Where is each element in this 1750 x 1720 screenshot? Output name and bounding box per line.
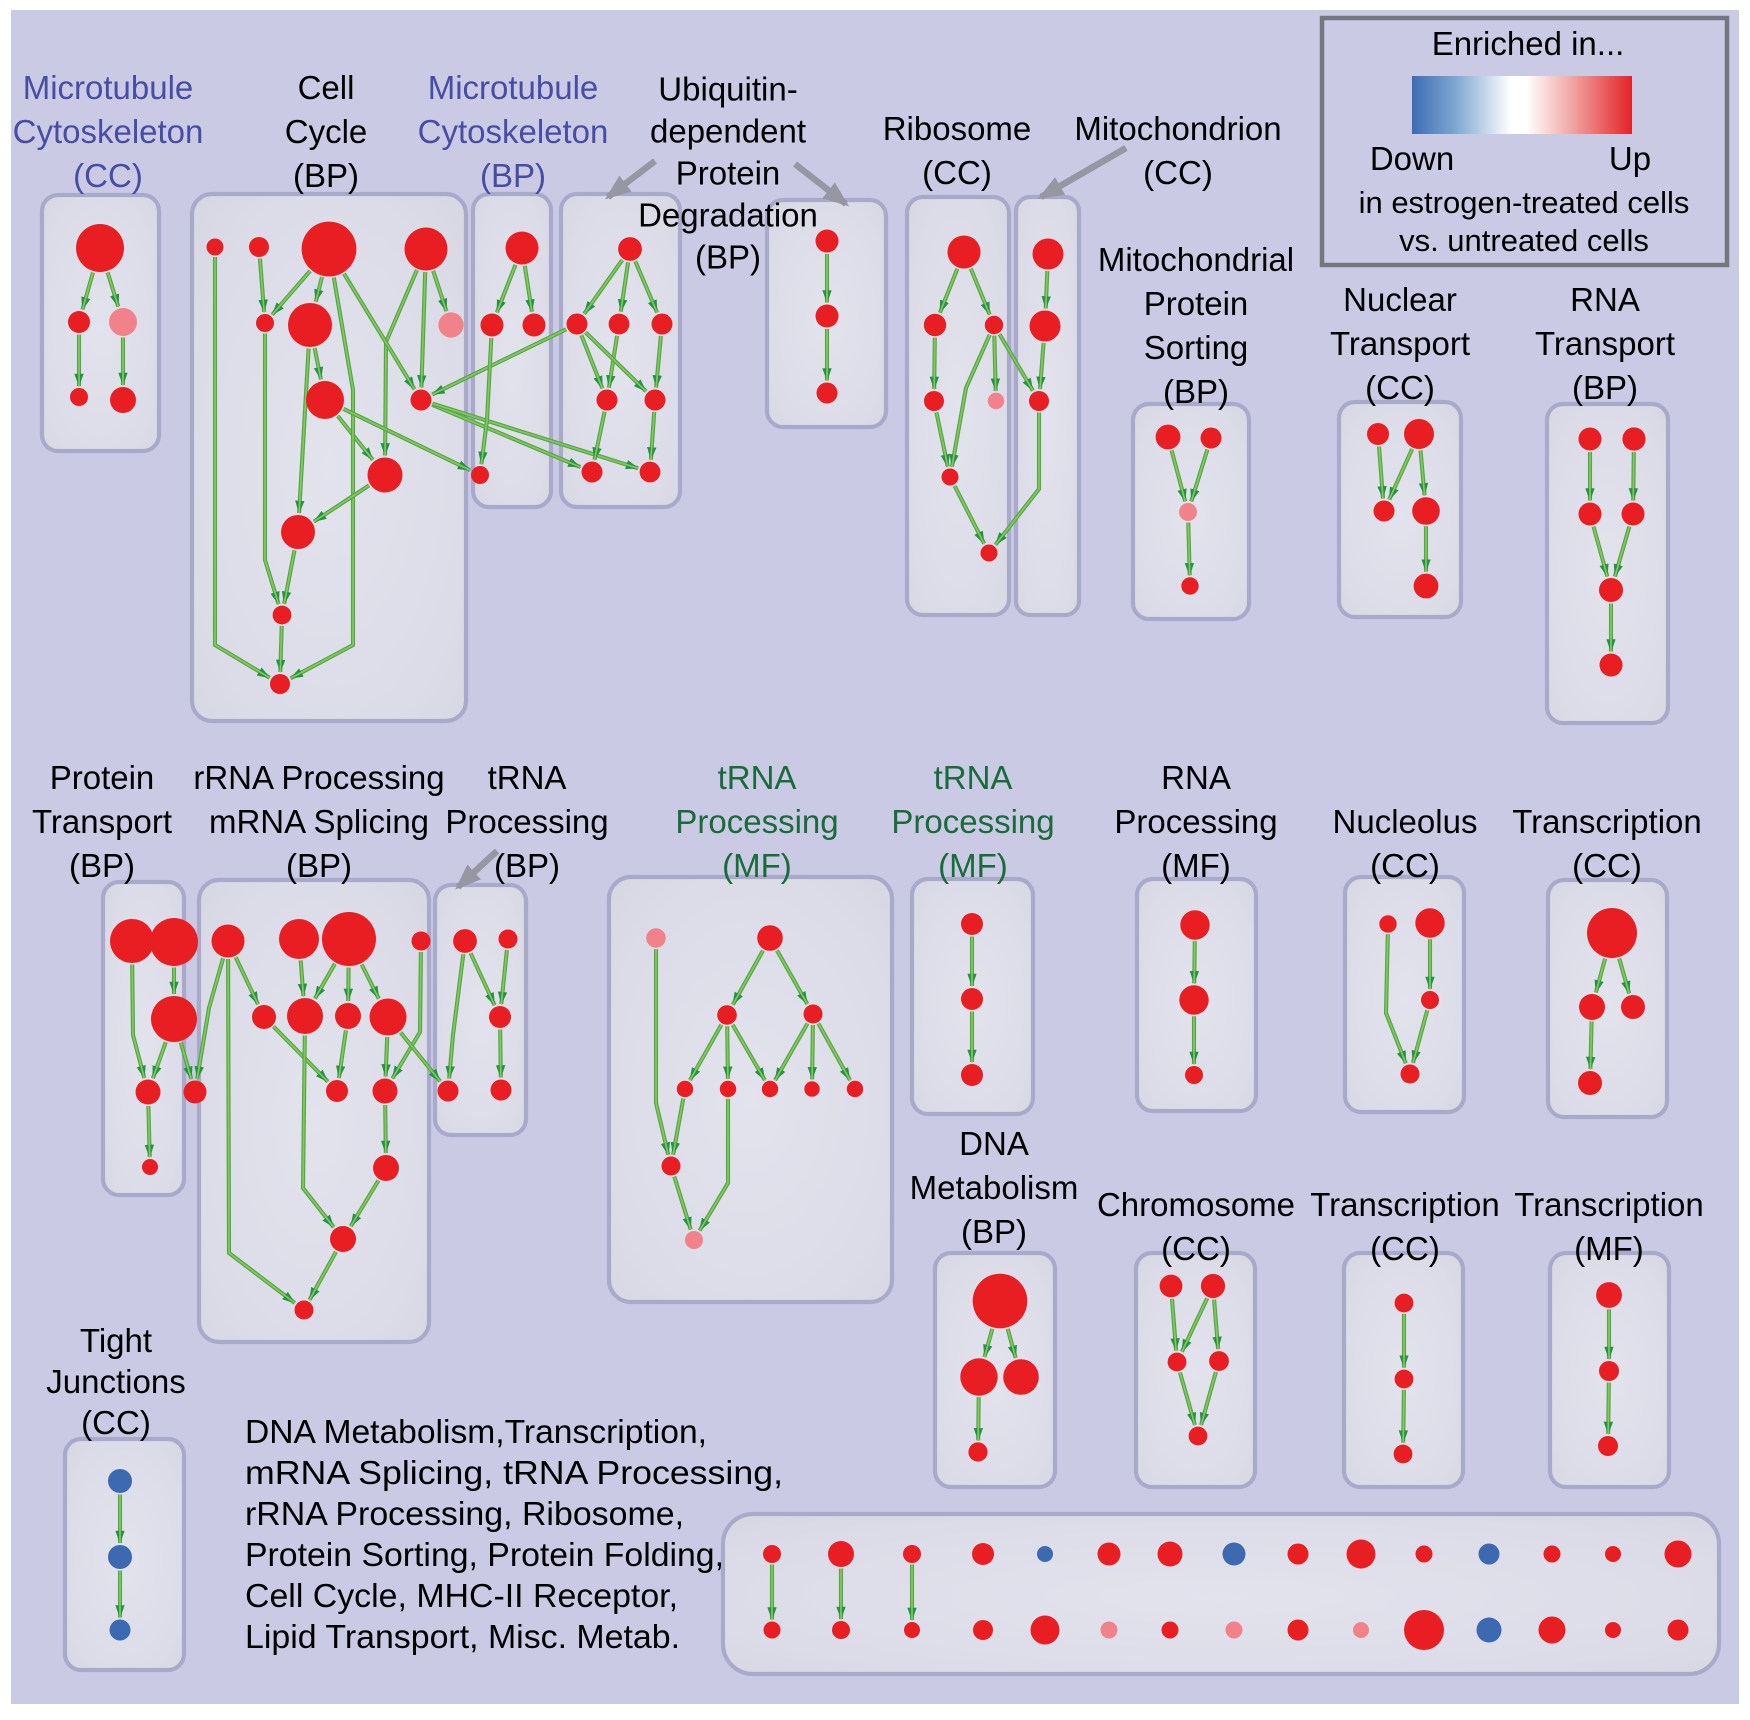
svg-text:Processing: Processing — [891, 803, 1054, 840]
svg-text:(BP): (BP) — [1163, 373, 1229, 410]
svg-text:Protein: Protein — [1144, 285, 1249, 322]
svg-text:(CC): (CC) — [81, 1404, 151, 1441]
svg-text:Transcription: Transcription — [1514, 1186, 1704, 1223]
svg-text:rRNA Processing, Ribosome,: rRNA Processing, Ribosome, — [245, 1495, 684, 1532]
svg-text:(CC): (CC) — [1370, 847, 1440, 884]
svg-text:Processing: Processing — [1114, 803, 1277, 840]
svg-text:Nuclear: Nuclear — [1343, 281, 1457, 318]
svg-text:(BP): (BP) — [695, 239, 761, 276]
svg-text:(CC): (CC) — [73, 157, 143, 194]
svg-text:Up: Up — [1609, 140, 1651, 177]
svg-text:(BP): (BP) — [286, 847, 352, 884]
svg-text:(BP): (BP) — [293, 157, 359, 194]
svg-text:Transport: Transport — [1535, 325, 1675, 362]
svg-text:Transport: Transport — [1330, 325, 1470, 362]
svg-text:Cytoskeleton: Cytoskeleton — [418, 113, 609, 150]
svg-text:tRNA: tRNA — [934, 759, 1013, 796]
svg-text:Microtubule: Microtubule — [23, 69, 194, 106]
svg-text:mRNA Splicing, tRNA Processing: mRNA Splicing, tRNA Processing, — [245, 1454, 783, 1491]
svg-text:Mitochondrial: Mitochondrial — [1098, 241, 1294, 278]
svg-text:dependent: dependent — [650, 113, 806, 150]
svg-text:Degradation: Degradation — [638, 197, 818, 234]
svg-text:rRNA Processing: rRNA Processing — [193, 759, 444, 796]
svg-text:(BP): (BP) — [1572, 369, 1638, 406]
svg-text:(BP): (BP) — [494, 847, 560, 884]
svg-text:(BP): (BP) — [961, 1213, 1027, 1250]
svg-text:in estrogen-treated cells: in estrogen-treated cells — [1359, 185, 1690, 220]
svg-text:(MF): (MF) — [1574, 1230, 1644, 1267]
svg-text:Down: Down — [1370, 140, 1454, 177]
svg-text:RNA: RNA — [1161, 759, 1231, 796]
svg-text:Ribosome: Ribosome — [883, 110, 1032, 147]
svg-text:Chromosome: Chromosome — [1097, 1186, 1295, 1223]
svg-text:(CC): (CC) — [922, 154, 992, 191]
svg-text:Protein: Protein — [50, 759, 155, 796]
svg-text:mRNA Splicing: mRNA Splicing — [209, 803, 429, 840]
svg-text:(CC): (CC) — [1143, 154, 1213, 191]
svg-text:Transcription: Transcription — [1512, 803, 1702, 840]
svg-text:DNA Metabolism,Transcription,: DNA Metabolism,Transcription, — [245, 1413, 707, 1450]
svg-text:Protein Sorting, Protein Foldi: Protein Sorting, Protein Folding, — [245, 1536, 724, 1573]
svg-text:Lipid Transport, Misc. Metab.: Lipid Transport, Misc. Metab. — [245, 1618, 680, 1655]
svg-text:Cycle: Cycle — [285, 113, 368, 150]
svg-text:Processing: Processing — [445, 803, 608, 840]
svg-text:(BP): (BP) — [480, 157, 546, 194]
svg-text:Metabolism: Metabolism — [910, 1169, 1079, 1206]
svg-text:(CC): (CC) — [1365, 369, 1435, 406]
svg-text:RNA: RNA — [1570, 281, 1640, 318]
svg-text:Ubiquitin-: Ubiquitin- — [658, 71, 797, 108]
svg-text:Tight: Tight — [80, 1322, 152, 1359]
svg-text:(BP): (BP) — [69, 847, 135, 884]
svg-text:Cytoskeleton: Cytoskeleton — [13, 113, 204, 150]
svg-text:Microtubule: Microtubule — [428, 69, 599, 106]
svg-text:(CC): (CC) — [1572, 847, 1642, 884]
svg-text:(MF): (MF) — [1161, 847, 1231, 884]
svg-text:vs. untreated cells: vs. untreated cells — [1399, 223, 1649, 258]
svg-text:Junctions: Junctions — [46, 1363, 185, 1400]
svg-text:Protein: Protein — [676, 155, 781, 192]
svg-text:Nucleolus: Nucleolus — [1333, 803, 1478, 840]
svg-text:(CC): (CC) — [1161, 1230, 1231, 1267]
svg-text:Cell: Cell — [298, 69, 355, 106]
svg-text:(MF): (MF) — [938, 847, 1008, 884]
svg-text:Cell Cycle, MHC-II Receptor,: Cell Cycle, MHC-II Receptor, — [245, 1577, 678, 1614]
svg-text:tRNA: tRNA — [718, 759, 797, 796]
svg-text:Transport: Transport — [32, 803, 172, 840]
svg-text:Enriched in...: Enriched in... — [1432, 25, 1625, 62]
svg-text:Sorting: Sorting — [1144, 329, 1249, 366]
svg-text:tRNA: tRNA — [488, 759, 567, 796]
svg-text:Processing: Processing — [675, 803, 838, 840]
svg-text:Transcription: Transcription — [1310, 1186, 1500, 1223]
svg-text:(CC): (CC) — [1370, 1230, 1440, 1267]
svg-text:Mitochondrion: Mitochondrion — [1074, 110, 1281, 147]
svg-text:(MF): (MF) — [722, 847, 792, 884]
svg-text:DNA: DNA — [959, 1125, 1029, 1162]
